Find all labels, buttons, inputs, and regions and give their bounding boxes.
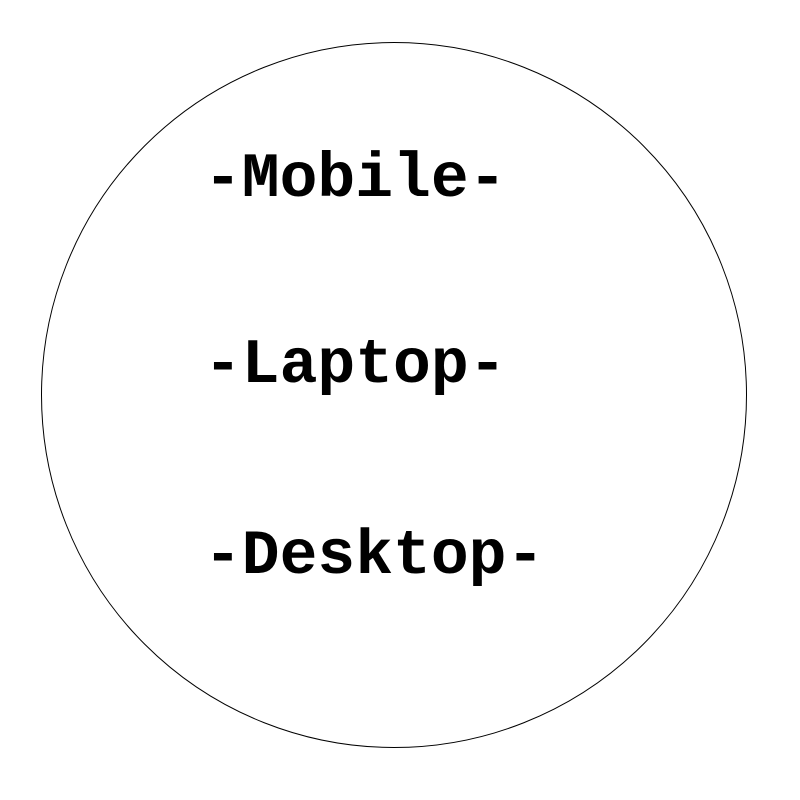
item-desktop: -Desktop-	[204, 521, 545, 592]
circle-outline	[41, 42, 747, 748]
item-laptop: -Laptop-	[204, 330, 507, 401]
item-mobile: -Mobile-	[204, 144, 507, 215]
